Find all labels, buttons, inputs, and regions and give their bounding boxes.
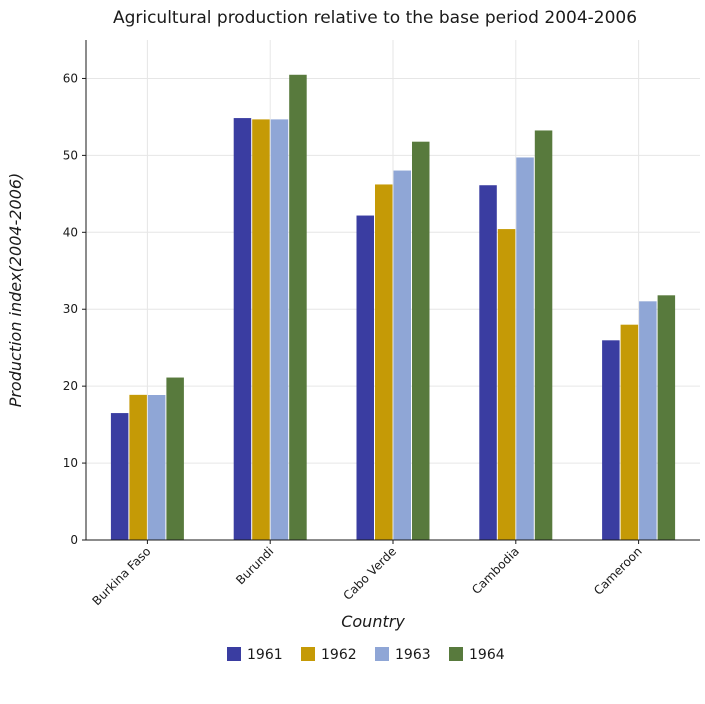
legend: 1961 1962 1963 1964: [227, 647, 505, 663]
legend-swatch: [301, 647, 315, 661]
legend-swatch: [449, 647, 463, 661]
bar: [233, 118, 252, 541]
bar: [147, 395, 166, 540]
bar: [375, 184, 393, 540]
bar: [412, 141, 430, 540]
bar: [602, 340, 620, 540]
y-tick-label: 40: [63, 225, 78, 239]
bars: [110, 74, 676, 541]
bar: [252, 119, 270, 540]
y-tick-label: 60: [63, 71, 78, 85]
legend-swatch: [375, 647, 389, 661]
y-tick-label: 0: [70, 533, 78, 547]
x-axis-label: Country: [341, 612, 405, 631]
legend-swatch: [227, 647, 241, 661]
bar: [534, 130, 553, 540]
bar: [110, 413, 129, 540]
legend-label: 1962: [321, 647, 357, 663]
y-axis-label: Production index(2004-2006): [6, 173, 25, 408]
bar: [639, 301, 657, 540]
bar: [166, 377, 184, 540]
y-tick-label: 30: [63, 302, 78, 316]
grid: [86, 40, 700, 541]
y-tick-label: 50: [63, 148, 78, 162]
bar: [497, 229, 516, 541]
bar: [289, 74, 307, 541]
x-tick-label: Burundi: [233, 544, 276, 587]
x-tick-label: Cabo Verde: [341, 544, 400, 603]
y-tick-label: 10: [63, 456, 78, 470]
bar: [516, 157, 534, 540]
bar: [270, 119, 289, 540]
bar: [393, 170, 411, 541]
x-tick-label: Cambodia: [469, 544, 522, 597]
x-tick-label: Burkina Faso: [89, 544, 153, 608]
chart-title: Agricultural production relative to the …: [113, 8, 637, 28]
y-tick-label: 20: [63, 379, 78, 393]
bar: [479, 185, 497, 540]
bar: [356, 215, 374, 541]
legend-label: 1963: [395, 647, 431, 663]
bar: [129, 394, 147, 540]
legend-label: 1964: [469, 647, 505, 663]
bar: [657, 295, 676, 540]
bar: [620, 324, 639, 540]
x-tick-label: Cameroon: [591, 544, 645, 598]
legend-label: 1961: [247, 647, 283, 663]
